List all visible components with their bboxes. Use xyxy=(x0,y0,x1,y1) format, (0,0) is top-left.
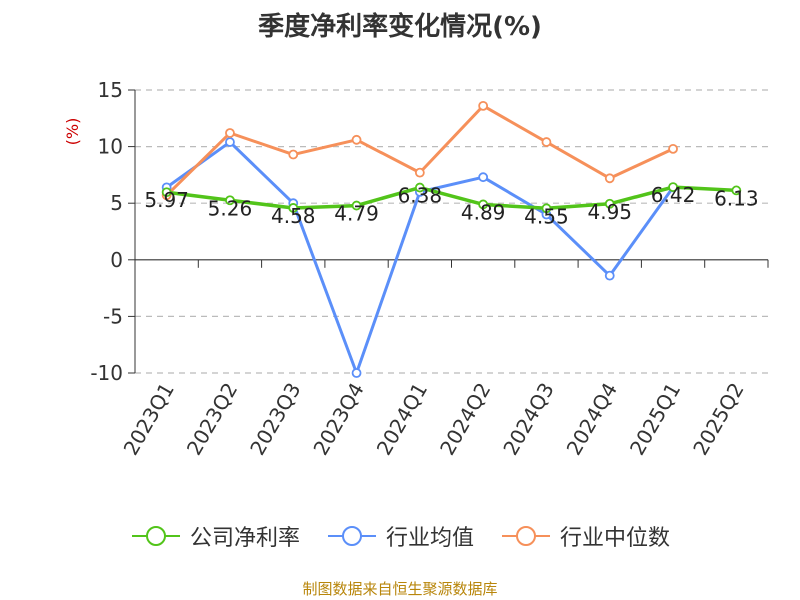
data-label: 4.95 xyxy=(587,200,632,224)
x-tick-label: 2024Q4 xyxy=(562,379,622,460)
data-point xyxy=(288,203,299,213)
data-label-layer: 5.97 5.26 4.58 4.79 6.38 4.89 4.55 4.95 6.42 6.13 xyxy=(144,183,758,228)
data-point xyxy=(414,182,425,193)
data-point xyxy=(541,137,552,147)
data-point xyxy=(225,137,235,147)
data-label: 4.55 xyxy=(524,204,569,228)
x-tick-label: 2024Q1 xyxy=(372,379,432,460)
x-tick-label: 2025Q1 xyxy=(625,379,685,460)
y-tick-label: 10 xyxy=(98,135,123,159)
data-label: 6.13 xyxy=(714,186,759,210)
data-point xyxy=(668,182,678,193)
data-point xyxy=(541,203,552,214)
x-tick-label: 2023Q2 xyxy=(182,379,242,460)
x-tick-label: 2025Q2 xyxy=(688,379,748,460)
x-tick-label: 2023Q1 xyxy=(119,379,179,460)
data-point xyxy=(351,368,362,378)
data-point xyxy=(225,128,235,138)
data-point xyxy=(288,149,299,160)
data-label: 4.79 xyxy=(334,202,379,226)
data-label: 5.97 xyxy=(144,188,189,212)
legend-label: 行业均值 xyxy=(385,526,474,551)
data-point xyxy=(351,200,362,211)
x-tick-label: 2024Q2 xyxy=(435,379,495,460)
data-point xyxy=(668,143,678,154)
data-point xyxy=(351,134,362,145)
data-point xyxy=(478,100,489,111)
data-point xyxy=(731,185,742,196)
data-point xyxy=(604,270,615,281)
data-label: 4.58 xyxy=(271,204,316,228)
series-layer xyxy=(161,100,742,378)
y-axis-label: (%) xyxy=(63,118,82,146)
data-label: 5.26 xyxy=(208,196,253,220)
y-tick-label: 15 xyxy=(98,78,123,102)
legend-label: 公司净利率 xyxy=(189,526,300,551)
legend-item-industry-mean[interactable]: 行业均值 xyxy=(326,520,474,552)
data-point xyxy=(161,187,172,198)
legend-item-company-net-margin[interactable]: 公司净利率 xyxy=(130,520,300,552)
data-point xyxy=(604,173,615,184)
x-tick-label: 2023Q4 xyxy=(308,379,368,460)
x-tick-label: 2023Q3 xyxy=(245,379,305,460)
data-label: 6.38 xyxy=(398,184,443,208)
legend-swatch-icon xyxy=(131,526,180,546)
x-tick-label: 2024Q3 xyxy=(498,379,558,460)
data-point xyxy=(414,167,425,178)
legend-item-industry-median[interactable]: 行业中位数 xyxy=(500,520,670,552)
legend-swatch-icon xyxy=(502,526,550,546)
legend-label: 行业中位数 xyxy=(560,526,671,551)
data-label: 6.42 xyxy=(651,183,696,207)
series-line-0 xyxy=(166,185,737,211)
legend-swatch-icon xyxy=(327,526,376,546)
data-point xyxy=(478,199,489,210)
y-tick-label: -5 xyxy=(103,304,123,328)
y-tick-label: 5 xyxy=(110,191,123,215)
data-point xyxy=(225,195,235,206)
legend: 公司净利率 行业均值 行业中位数 xyxy=(0,520,800,552)
chart-title: 季度净利率变化情况(%) xyxy=(258,12,542,42)
data-point xyxy=(478,172,489,183)
y-tick-label: 0 xyxy=(110,248,123,272)
data-point xyxy=(604,198,615,209)
source-note: 制图数据来自恒生聚源数据库 xyxy=(302,580,498,598)
y-tick-label: -10 xyxy=(90,361,123,385)
series-line-2 xyxy=(165,104,674,197)
data-label: 4.89 xyxy=(461,200,506,224)
